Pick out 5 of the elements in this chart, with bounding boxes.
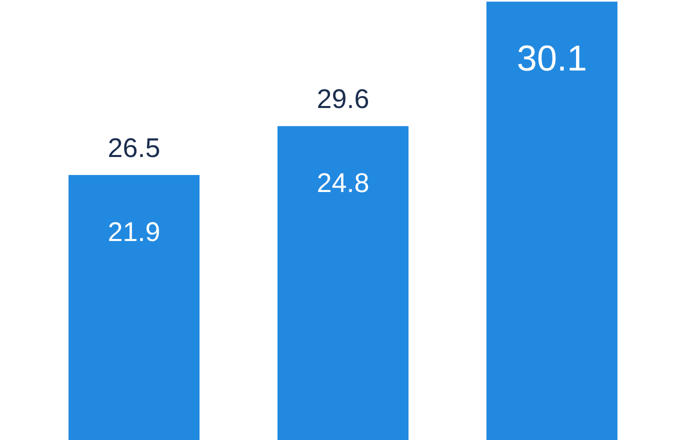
annotation: 24.8: [316, 168, 370, 198]
annotation: 30.1: [516, 38, 587, 79]
data-label: 29.6: [316, 84, 370, 114]
data-label: 26.5: [108, 133, 160, 164]
annotation: 21.9: [108, 217, 160, 248]
